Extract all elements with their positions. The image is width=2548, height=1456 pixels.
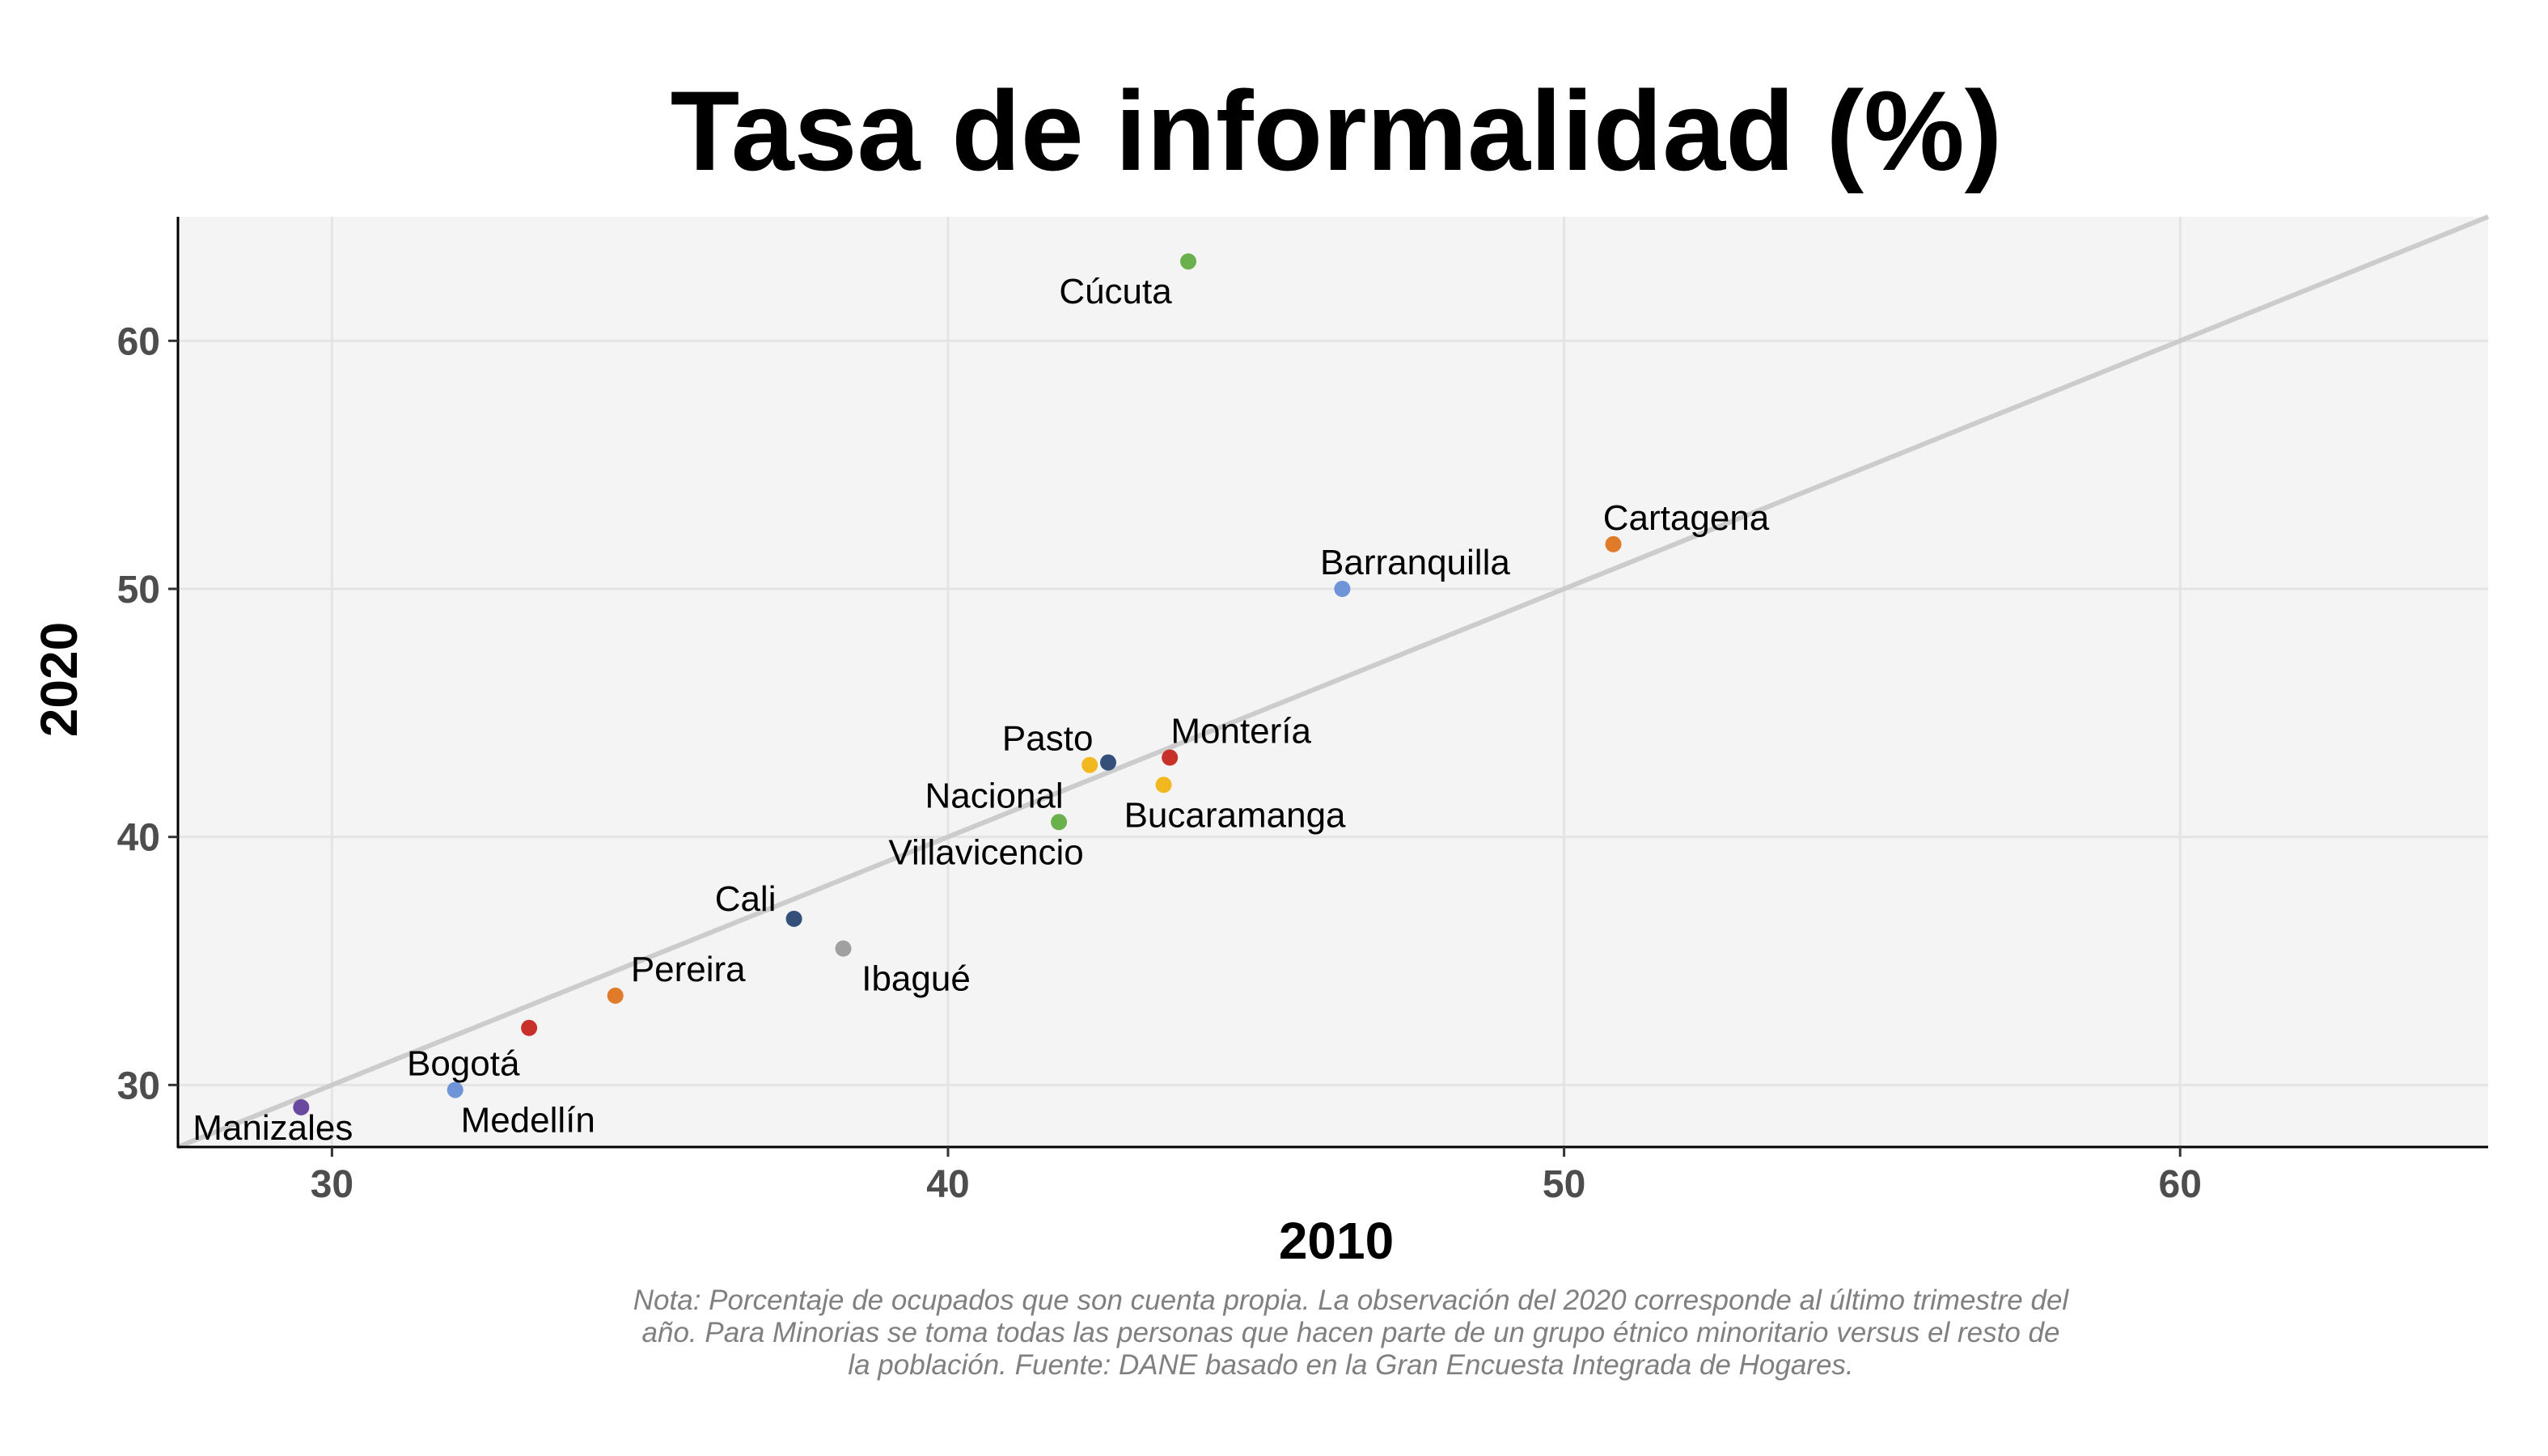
- data-label: Barranquilla: [1320, 543, 1510, 582]
- data-label: Cartagena: [1603, 498, 1770, 538]
- data-label: Medellín: [461, 1100, 595, 1140]
- data-point: [1162, 749, 1179, 766]
- data-label: Villavicencio: [888, 832, 1083, 872]
- x-axis-title: 2010: [1279, 1212, 1394, 1270]
- y-axis-title: 2020: [30, 622, 88, 737]
- data-point: [1155, 777, 1172, 794]
- data-label: Bucaramanga: [1124, 795, 1346, 835]
- data-label: Pasto: [1002, 719, 1094, 759]
- data-point: [1605, 535, 1622, 552]
- y-tick-label: 50: [117, 569, 160, 612]
- data-point: [1081, 756, 1098, 773]
- data-label: Montería: [1170, 712, 1311, 751]
- y-tick-label: 30: [117, 1064, 160, 1107]
- footnote: Nota: Porcentaje de ocupados que son cue…: [633, 1285, 2069, 1381]
- data-label: Nacional: [925, 776, 1063, 815]
- data-point: [785, 910, 802, 927]
- data-label: Cali: [715, 879, 777, 919]
- x-tick-label: 50: [1543, 1163, 1585, 1206]
- data-label: Ibagué: [861, 959, 971, 999]
- data-point: [521, 1019, 538, 1036]
- data-label: Bogotá: [407, 1043, 520, 1083]
- y-tick-label: 40: [117, 817, 160, 860]
- data-point: [1051, 814, 1068, 831]
- data-point: [447, 1081, 463, 1098]
- y-tick-label: 60: [117, 320, 160, 363]
- data-point: [293, 1098, 310, 1115]
- data-point: [1100, 754, 1117, 771]
- data-point: [835, 940, 852, 957]
- data-label: Cúcuta: [1059, 272, 1172, 311]
- x-tick-label: 40: [926, 1163, 969, 1206]
- x-tick-label: 60: [2159, 1163, 2202, 1206]
- reference-line: [176, 214, 2490, 1149]
- chart-title: Tasa de informalidad (%): [671, 67, 2003, 194]
- data-point: [607, 987, 624, 1004]
- data-point: [1334, 581, 1351, 597]
- x-tick-label: 30: [311, 1163, 353, 1206]
- data-label: Pereira: [631, 950, 746, 989]
- data-label: Manizales: [193, 1108, 353, 1148]
- data-point: [1180, 253, 1197, 270]
